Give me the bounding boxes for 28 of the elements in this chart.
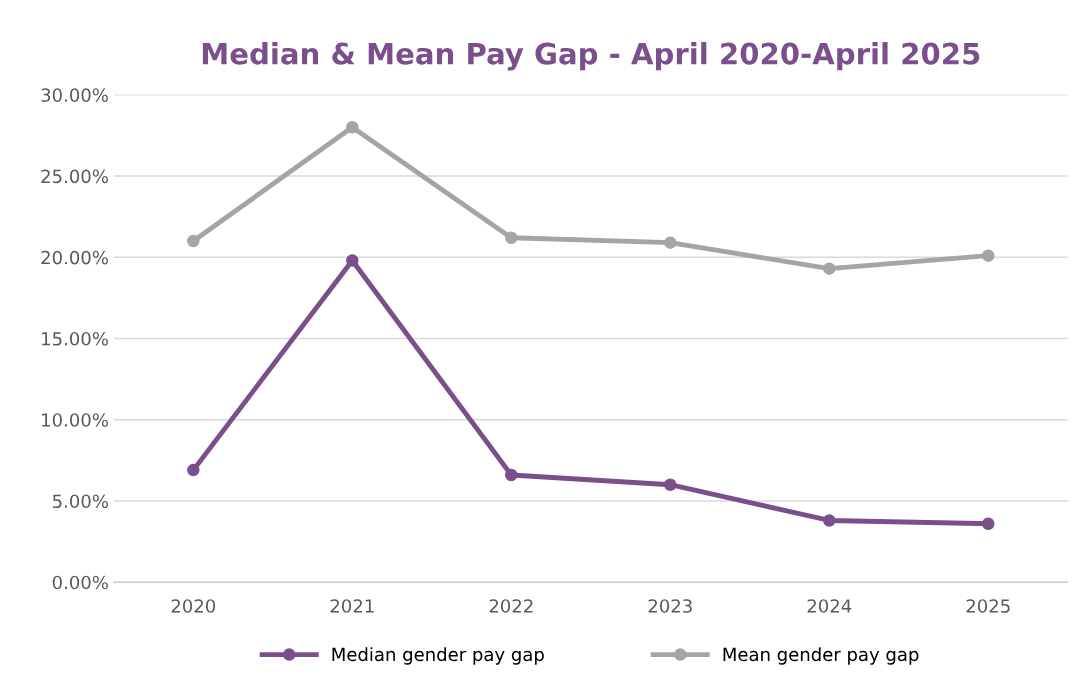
x-tick-label: 2023: [648, 599, 692, 613]
x-tick-label: 2020: [171, 599, 216, 613]
point: [187, 234, 200, 248]
point: [981, 517, 995, 530]
point: [505, 468, 518, 482]
point: [346, 254, 359, 267]
x-tick-label: 2025: [966, 599, 1010, 613]
point: [823, 262, 836, 275]
legend-label: Median gender pay gap: [332, 647, 544, 665]
legend-label: Mean gender pay gap: [723, 647, 919, 665]
x-tick-label: 2021: [330, 599, 374, 613]
point: [981, 249, 995, 262]
y-tick-label: 5.00%: [53, 494, 108, 509]
y-tick-label: 15.00%: [42, 331, 108, 346]
y-tick-label: 25.00%: [41, 169, 108, 184]
point: [823, 514, 836, 527]
y-tick-label: 20.00%: [41, 250, 108, 265]
point: [346, 121, 359, 134]
point: [664, 236, 677, 249]
point: [505, 231, 518, 245]
x-tick-label: 2022: [489, 599, 533, 613]
chart-title: Median & Mean Pay Gap - April 2020-April 2025: [202, 42, 980, 71]
y-tick-label: 0.00%: [52, 575, 108, 590]
y-tick-label: 10.00%: [42, 413, 108, 427]
point: [187, 463, 200, 477]
y-tick-label: 30.00%: [41, 88, 108, 102]
x-tick-label: 2024: [807, 599, 852, 613]
point: [664, 478, 677, 491]
